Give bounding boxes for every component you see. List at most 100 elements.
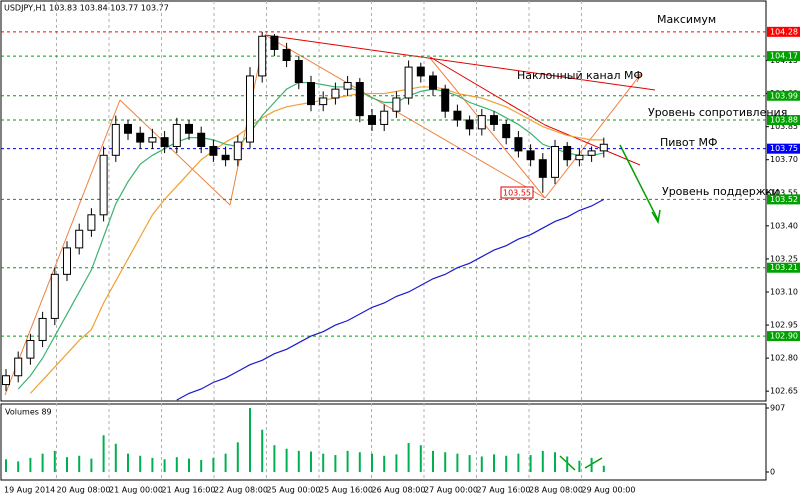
candle-body xyxy=(209,145,218,156)
volume-frame xyxy=(0,403,767,481)
header: USDJPY,H1 103.83 103.84 103.77 103.77 xyxy=(4,4,169,13)
x-tick-label: 27 Aug 16:00 xyxy=(477,486,531,495)
candle-body xyxy=(270,35,279,50)
candle-body xyxy=(392,97,401,112)
candle-body xyxy=(453,110,462,121)
candle-body xyxy=(477,115,486,130)
candle-body xyxy=(197,132,206,147)
candle-body xyxy=(575,154,584,161)
level-label-box xyxy=(767,331,800,342)
candle-body xyxy=(246,75,254,143)
volume-tick-label: 907 xyxy=(770,404,785,413)
candle-body xyxy=(185,123,193,134)
candle-body xyxy=(160,137,169,147)
y-tick-label: 103.85 xyxy=(770,122,798,131)
candle-body xyxy=(50,273,59,319)
candle-body xyxy=(2,375,10,386)
level-label-box xyxy=(767,194,800,205)
candle-body xyxy=(355,82,364,117)
trend-line xyxy=(264,34,546,199)
candle-body xyxy=(490,115,498,125)
candle-body xyxy=(111,123,120,156)
volume-title: Volumes 89 xyxy=(5,408,52,417)
y-tick-label: 103.70 xyxy=(770,155,798,164)
candle-body xyxy=(526,150,535,161)
candle-body xyxy=(172,123,181,147)
candle-body xyxy=(429,75,437,90)
trend-line xyxy=(429,57,546,199)
candle-body xyxy=(63,247,71,275)
candle-body xyxy=(404,66,413,99)
y-tick-label: 102.95 xyxy=(770,321,798,330)
x-tick-label: 25 Aug 00:00 xyxy=(267,486,321,495)
level-label: 102.90 xyxy=(770,332,798,341)
x-tick-label: 19 Aug 2014 xyxy=(4,486,55,495)
candle-body xyxy=(233,141,242,161)
arrow xyxy=(584,457,603,469)
candle-body xyxy=(587,150,596,156)
candle-body xyxy=(514,137,523,152)
x-tick-label: 28 Aug 08:00 xyxy=(529,486,583,495)
level-label-box xyxy=(767,143,800,154)
trend-line xyxy=(544,74,641,199)
level-label-box xyxy=(767,90,800,101)
price-label-box xyxy=(500,186,534,199)
level-label: 104.28 xyxy=(770,27,798,36)
level-label: 103.99 xyxy=(770,91,798,100)
channel-line xyxy=(264,34,656,91)
y-tick-label: 103.25 xyxy=(770,254,798,263)
level-label: 103.75 xyxy=(770,144,798,153)
candle-body xyxy=(343,82,352,90)
level-label: 103.88 xyxy=(770,116,798,125)
trend-line xyxy=(119,99,231,206)
y-tick-label: 103.55 xyxy=(770,188,798,197)
candle-body xyxy=(258,35,267,77)
candle-body xyxy=(75,229,84,249)
candle-body xyxy=(307,82,315,106)
x-tick-label: 27 Aug 00:00 xyxy=(424,486,478,495)
x-tick-label: 21 Aug 00:00 xyxy=(109,486,163,495)
x-tick-label: 25 Aug 16:00 xyxy=(319,486,373,495)
x-tick-label: 26 Aug 08:00 xyxy=(372,486,426,495)
volume-tick-label: 0 xyxy=(770,468,775,477)
level-label-box xyxy=(767,262,800,273)
candle-body xyxy=(38,317,47,341)
price-label: 103.55 xyxy=(503,189,531,198)
candle-body xyxy=(319,97,328,106)
level-label-box xyxy=(767,26,800,37)
arrow-head xyxy=(633,73,642,83)
candle-body xyxy=(87,214,96,231)
annotation: Наклонный канал МФ xyxy=(517,69,643,82)
x-tick-label: 29 Aug 00:00 xyxy=(582,486,636,495)
ma-line xyxy=(176,198,605,401)
channel-line xyxy=(544,124,641,166)
x-tick-label: 22 Aug 08:00 xyxy=(214,486,268,495)
candle-body xyxy=(599,143,608,152)
candle-body xyxy=(99,154,108,216)
candle-body xyxy=(221,154,230,161)
level-label-box xyxy=(767,51,800,62)
channel-line xyxy=(429,56,546,126)
x-tick-label: 20 Aug 08:00 xyxy=(57,486,111,495)
y-tick-label: 102.65 xyxy=(770,387,798,396)
candle-body xyxy=(465,119,474,130)
candle-body xyxy=(14,357,23,377)
y-tick-label: 102.80 xyxy=(770,354,798,363)
price-frame xyxy=(0,0,767,402)
candle-body xyxy=(380,110,389,125)
y-tick-label: 103.10 xyxy=(770,287,798,296)
candle-body xyxy=(502,123,511,139)
candle-body xyxy=(331,88,340,99)
candle-body xyxy=(538,159,547,178)
level-label-box xyxy=(767,115,800,126)
candle-body xyxy=(416,66,425,77)
level-label: 103.21 xyxy=(770,263,798,272)
arrow-head xyxy=(651,209,661,225)
candle-body xyxy=(368,115,376,125)
candle-body xyxy=(282,48,291,61)
candle-body xyxy=(551,145,559,178)
ma-line xyxy=(29,86,604,394)
level-label: 104.17 xyxy=(770,52,798,61)
